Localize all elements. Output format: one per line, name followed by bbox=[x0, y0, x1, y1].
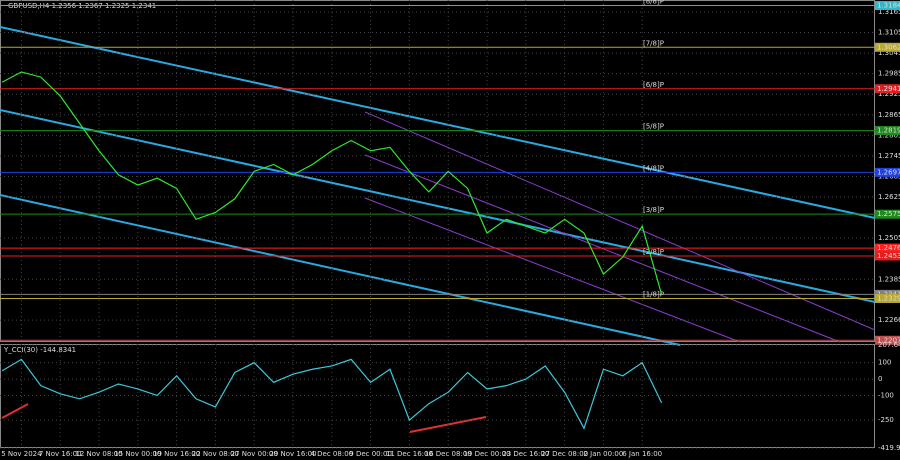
trend-line bbox=[364, 197, 741, 343]
cci-title: Y_CCI(30) -144.8341 bbox=[3, 346, 76, 354]
x-tick-label: 9 Dec 00:00 bbox=[349, 450, 392, 458]
level-box bbox=[875, 251, 900, 261]
x-tick-label: 27 Nov 00:00 bbox=[231, 450, 278, 458]
y-tick-label: 1.3105 bbox=[878, 29, 900, 37]
level-box bbox=[875, 42, 900, 52]
x-tick-label: 2 Jan 00:00 bbox=[583, 450, 623, 458]
y-tick-label: 100 bbox=[878, 359, 891, 367]
level-box bbox=[875, 293, 900, 303]
channel-line bbox=[0, 26, 876, 219]
cci-frame bbox=[0, 344, 875, 448]
y-tick-label: -100 bbox=[878, 391, 894, 399]
x-tick-label: 29 Nov 16:00 bbox=[269, 450, 316, 458]
y-tick-label: -419.934 bbox=[878, 444, 900, 452]
level-value: 1.2941 bbox=[877, 85, 900, 93]
level-label: [2/8]P bbox=[643, 248, 664, 256]
price-frame bbox=[0, 0, 875, 342]
y-tick-label: 1.3165 bbox=[878, 8, 900, 16]
y-tick-label: 1.2985 bbox=[878, 70, 900, 78]
x-tick-label: 23 Dec 16:00 bbox=[502, 450, 549, 458]
x-tick-label: 5 Nov 2024 bbox=[1, 450, 42, 458]
level-label: [5/8]P bbox=[643, 123, 664, 131]
x-tick-label: 6 Jan 16:00 bbox=[622, 450, 662, 458]
level-label: [1/8]P bbox=[643, 290, 664, 298]
y-tick-label: 207.6443 bbox=[878, 341, 900, 349]
level-value: 1.2819 bbox=[877, 127, 900, 135]
x-tick-label: 15 Nov 00:00 bbox=[114, 450, 161, 458]
x-tick-label: 11 Dec 16:00 bbox=[386, 450, 433, 458]
level-box bbox=[875, 209, 900, 219]
x-tick-label: 19 Dec 00:00 bbox=[463, 450, 510, 458]
level-box bbox=[875, 243, 900, 253]
y-tick-label: -250 bbox=[878, 416, 894, 424]
level-value: 1.2207 bbox=[877, 336, 900, 344]
channel-line bbox=[0, 194, 681, 346]
y-tick-label: 1.2625 bbox=[878, 193, 900, 201]
y-tick-label: 1.2745 bbox=[878, 152, 900, 160]
y-tick-label: 1.2505 bbox=[878, 234, 900, 242]
level-value: 1.2453 bbox=[877, 252, 900, 260]
y-tick-label: 0 bbox=[878, 375, 882, 383]
x-tick-label: 19 Nov 16:00 bbox=[153, 450, 200, 458]
level-label: [3/8]P bbox=[643, 206, 664, 214]
level-value: 1.2476 bbox=[877, 244, 900, 252]
series-line bbox=[1, 71, 663, 295]
level-box bbox=[875, 126, 900, 136]
level-value: 1.2329 bbox=[877, 294, 900, 302]
x-tick-label: 22 Nov 08:00 bbox=[192, 450, 239, 458]
level-value: 1.2575 bbox=[877, 210, 900, 218]
price-title: GBPUSD,H4 1.2356 1.2367 1.2325 1.2341 bbox=[8, 2, 156, 10]
y-tick-label: 1.3045 bbox=[878, 49, 900, 57]
level-label: [6/8]P bbox=[643, 81, 664, 89]
level-label: [4/8]P bbox=[643, 164, 664, 172]
trend-line bbox=[364, 111, 876, 331]
series-line bbox=[1, 358, 663, 430]
level-box bbox=[875, 335, 900, 345]
x-tick-label: 12 Nov 08:00 bbox=[75, 450, 122, 458]
y-tick-label: 1.2266 bbox=[878, 316, 900, 324]
divergence-line bbox=[1, 403, 29, 419]
level-label: [7/8]P bbox=[643, 39, 664, 47]
y-tick-label: 1.2925 bbox=[878, 90, 900, 98]
x-tick-label: 7 Nov 16:00 bbox=[39, 450, 82, 458]
level-box bbox=[875, 84, 900, 94]
y-tick-label: 1.2805 bbox=[878, 131, 900, 139]
level-box bbox=[875, 0, 900, 10]
level-box bbox=[875, 167, 900, 177]
level-value: 1.2697 bbox=[877, 168, 900, 176]
y-tick-label: 1.2385 bbox=[878, 275, 900, 283]
y-tick-label: 1.2865 bbox=[878, 111, 900, 119]
channel-line bbox=[0, 109, 876, 303]
level-value: 1.3184 bbox=[877, 1, 900, 9]
x-tick-label: 4 Dec 08:00 bbox=[310, 450, 353, 458]
x-tick-label: 16 Dec 08:00 bbox=[425, 450, 472, 458]
level-label: [8/8]P bbox=[643, 0, 664, 5]
x-tick-label: 27 Dec 08:00 bbox=[541, 450, 588, 458]
level-value: 1.3062 bbox=[877, 43, 900, 51]
